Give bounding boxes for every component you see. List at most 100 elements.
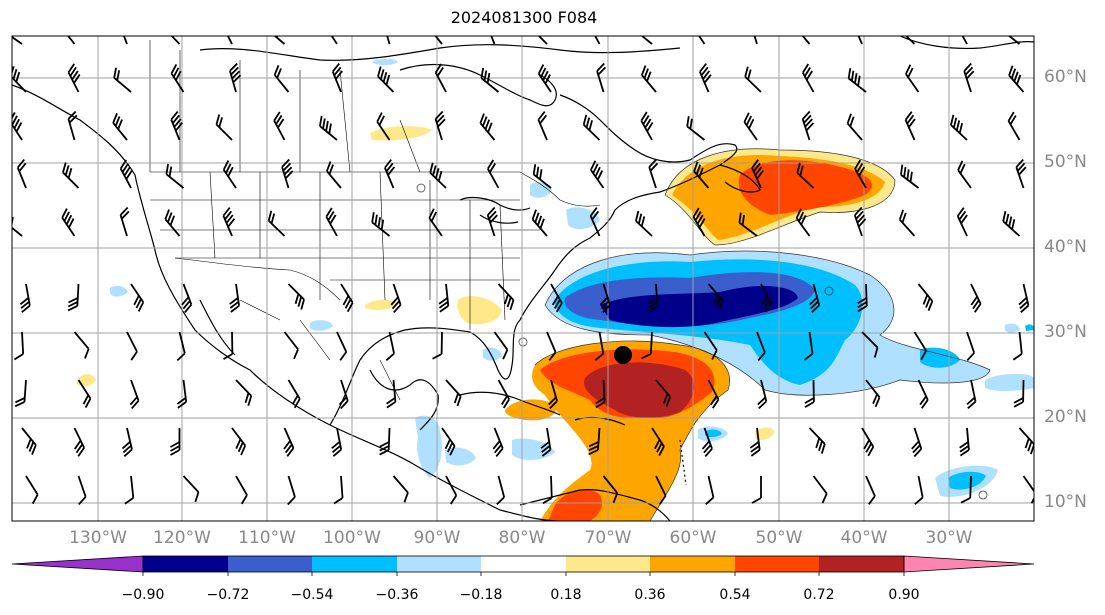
wind-barb: [655, 475, 667, 505]
negative-anomaly-far-east-1: [920, 347, 960, 368]
wind-barb: [12, 36, 23, 45]
wind-barb: [1018, 427, 1034, 455]
wind-barb: [701, 427, 713, 458]
wind-barb: [73, 427, 85, 457]
wind-barb: [1013, 379, 1025, 408]
wind-barb: [13, 331, 25, 361]
colorbar-over-triangle: [903, 555, 1035, 573]
colorbar-bin: [397, 556, 481, 572]
colorbar-tick-label: −0.72: [206, 587, 250, 603]
wind-barbs: [12, 36, 1034, 506]
wind-barb: [229, 62, 242, 93]
wind-barb: [485, 36, 496, 45]
colorbar-frame: [142, 555, 905, 573]
coastline-yucatan: [369, 369, 439, 431]
wind-barb: [956, 207, 968, 237]
colorbar: [11, 555, 1035, 576]
wind-barb: [427, 36, 443, 45]
wind-barb: [287, 475, 296, 506]
coastline-hudson-bay: [399, 63, 557, 107]
wind-barb: [738, 212, 758, 237]
wind-barb: [390, 283, 402, 314]
wind-barb: [333, 475, 344, 505]
lon-label-130w: 130°W: [69, 528, 127, 548]
wind-barb: [325, 207, 338, 237]
wind-barb: [794, 36, 811, 45]
wind-barb: [16, 159, 27, 189]
wind-barb: [537, 64, 552, 93]
wind-barb: [336, 331, 348, 361]
wind-barb: [113, 67, 132, 93]
wind-barb: [492, 427, 504, 457]
wind-barb: [19, 283, 31, 313]
wind-barb: [531, 209, 548, 237]
wind-barb: [904, 111, 916, 141]
wind-barb: [273, 111, 286, 141]
lat-label-30n: 30°N: [1044, 322, 1087, 342]
lat-label-50n: 50°N: [1044, 152, 1087, 172]
wind-barb: [480, 67, 500, 93]
colorbar-under-triangle: [11, 555, 144, 573]
wind-barb: [641, 65, 657, 93]
wind-barb: [596, 62, 607, 93]
wind-barb: [434, 63, 447, 93]
wind-barb: [21, 427, 37, 455]
positive-anomaly-gulf-small: [505, 399, 556, 421]
wind-barb: [651, 427, 665, 456]
wind-barb: [599, 283, 611, 314]
positive-anomaly-texas: [365, 299, 398, 311]
wind-barb: [812, 475, 828, 504]
lon-label-30w: 30°W: [925, 528, 973, 548]
colorbar-bin: [735, 556, 819, 572]
positive-anomaly-canada: [370, 126, 432, 141]
wind-barb: [853, 206, 867, 237]
wind-barb: [319, 115, 338, 141]
wind-barb: [77, 379, 92, 408]
lon-label-100w: 100°W: [323, 528, 381, 548]
negative-anomaly-east-atlantic-inner: [948, 471, 986, 490]
wind-barb: [756, 331, 766, 362]
coastline-arctic: [199, 44, 681, 61]
wind-barb: [960, 475, 972, 504]
wind-barb: [497, 283, 515, 311]
wind-barb: [955, 36, 968, 45]
colorbar-tick-label: −0.18: [459, 587, 503, 603]
wind-barb: [1008, 65, 1025, 93]
colorbar-tick-label: 0.90: [888, 587, 920, 603]
wind-barb: [331, 427, 343, 457]
wind-barb: [804, 379, 815, 408]
wind-barb: [235, 475, 248, 505]
wind-barb: [542, 475, 553, 505]
wind-barb: [229, 283, 240, 313]
wind-barb: [182, 475, 200, 503]
wind-barb: [445, 379, 462, 407]
wind-barb: [589, 207, 601, 237]
wind-barb: [760, 283, 773, 313]
wind-barb: [496, 475, 506, 506]
colorbar-bin: [312, 556, 397, 572]
wind-barb: [181, 283, 193, 314]
wind-barb: [861, 427, 875, 457]
wind-barb: [846, 113, 863, 141]
wind-barb: [130, 283, 145, 312]
wind-barb: [267, 36, 286, 45]
wind-barb: [647, 283, 659, 313]
colorbar-bin: [228, 556, 312, 572]
colorbar-tick-label: 0.54: [719, 587, 751, 603]
wind-barb: [170, 111, 183, 141]
wind-barb: [546, 331, 557, 361]
wind-barb: [379, 427, 391, 456]
wind-barb: [699, 63, 712, 93]
wind-barb: [235, 379, 253, 406]
colorbar-bin: [819, 556, 904, 572]
coastline-us-east: [554, 191, 661, 271]
colorbar-tick-label: 0.36: [634, 587, 666, 603]
wind-barb: [170, 64, 185, 93]
wind-barb: [900, 164, 920, 189]
wind-barb: [445, 475, 458, 505]
wind-barb: [749, 427, 761, 457]
border-us-mexico: [174, 257, 341, 301]
coastline-lesser-antilles: [679, 439, 687, 486]
wind-barb: [176, 331, 186, 362]
